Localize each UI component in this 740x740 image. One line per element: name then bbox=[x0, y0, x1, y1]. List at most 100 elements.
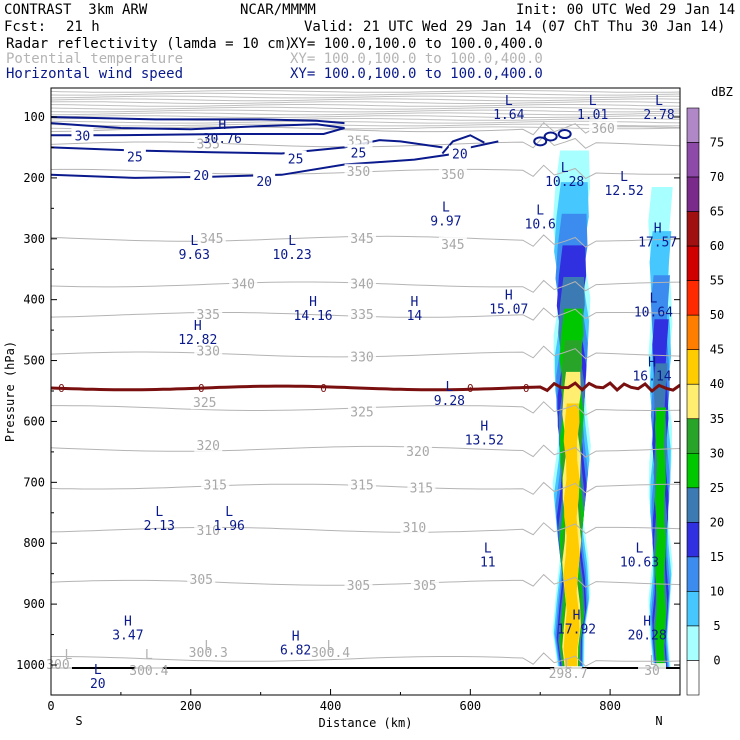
theta-label-bg bbox=[400, 520, 429, 534]
theta-label-bg bbox=[589, 121, 618, 136]
fcst-value: 21 h bbox=[66, 19, 100, 35]
colorbar-label: 45 bbox=[710, 343, 724, 357]
theta-contour-upper bbox=[51, 109, 680, 113]
theta-label-bg bbox=[316, 644, 345, 659]
theta-label-bg bbox=[229, 276, 258, 291]
theta-contour-upper bbox=[51, 90, 680, 93]
extremum-marker-L: L bbox=[589, 94, 597, 109]
freezing-level-label: 0 bbox=[523, 382, 530, 395]
y-tick-label: 700 bbox=[23, 475, 45, 489]
extremum-marker-L: L bbox=[155, 505, 163, 520]
theta-contour-upper bbox=[51, 123, 680, 127]
wind-label-bg bbox=[253, 172, 276, 187]
theta-label: 360 bbox=[591, 122, 614, 137]
theta-contour-upper bbox=[51, 92, 680, 96]
theta-label: 310 bbox=[197, 524, 220, 539]
y-tick-label: 200 bbox=[23, 171, 45, 185]
theta-label: 355 bbox=[197, 137, 220, 152]
theta-label-bg bbox=[344, 577, 373, 592]
colorbar-label: 70 bbox=[710, 170, 724, 184]
theta-label: 345 bbox=[350, 232, 373, 247]
extremum-value: 10.64 bbox=[634, 306, 673, 321]
model-title: CONTRAST 3km ARW bbox=[4, 2, 148, 18]
theta-label: 320 bbox=[406, 445, 429, 460]
theta-label: 340 bbox=[231, 277, 254, 292]
extremum-marker-L: L bbox=[636, 541, 644, 556]
y-tick-label: 400 bbox=[23, 293, 45, 307]
theta-label-bg bbox=[187, 571, 216, 586]
valid-time: Valid: 21 UTC Wed 29 Jan 14 (07 ChT Thu … bbox=[304, 19, 726, 35]
theta-label: 305 bbox=[413, 579, 436, 594]
extremum-value: 20.28 bbox=[628, 628, 667, 643]
colorbar-label: 20 bbox=[710, 515, 724, 529]
extremum-marker-H: H bbox=[124, 614, 132, 629]
dbz-band-25 bbox=[654, 407, 666, 668]
theta-label-bg bbox=[194, 644, 223, 659]
theta-label: 350 bbox=[441, 168, 464, 183]
theta-label-bg bbox=[638, 663, 667, 678]
theta-contour-upper bbox=[51, 115, 680, 118]
field-name-wind: Horizontal wind speed bbox=[6, 66, 184, 82]
colorbar-swatch bbox=[686, 176, 700, 212]
wind-label: 20 bbox=[452, 148, 468, 163]
extremum-value: 6.82 bbox=[280, 644, 311, 659]
extremum-marker-L: L bbox=[650, 654, 658, 669]
dbz-band-40 bbox=[563, 403, 580, 668]
colorbar-unit: dBZ bbox=[711, 85, 733, 99]
wind-label-bg bbox=[123, 148, 146, 163]
theta-label: 345 bbox=[200, 232, 223, 247]
reflectivity-convective-cell-east bbox=[648, 187, 673, 668]
theta-label: 335 bbox=[197, 308, 220, 323]
extremum-marker-L: L bbox=[505, 94, 513, 109]
y-tick-label: 300 bbox=[23, 232, 45, 246]
extremum-marker-L: L bbox=[564, 657, 572, 672]
extremum-value: 1.64 bbox=[493, 108, 524, 123]
extremum-marker-L: L bbox=[94, 663, 102, 678]
theta-label-bg bbox=[410, 577, 439, 592]
theta-label-bg bbox=[194, 523, 223, 538]
y-tick-label: 800 bbox=[23, 536, 45, 550]
x-tick-label: 400 bbox=[320, 699, 342, 713]
colorbar-swatch bbox=[686, 625, 700, 661]
colorbar-label: 30 bbox=[710, 446, 724, 460]
freezing-level-label: 0 bbox=[58, 382, 65, 395]
theta-label-bg bbox=[438, 236, 467, 251]
theta-contour-upper bbox=[51, 104, 680, 107]
colorbar-label: 60 bbox=[710, 239, 724, 253]
colorbar-swatch bbox=[686, 245, 700, 281]
colorbar-swatch bbox=[686, 591, 700, 627]
extremum-marker-L: L bbox=[442, 200, 450, 215]
colorbar-label: 40 bbox=[710, 377, 724, 391]
wind-contour-30 bbox=[51, 122, 345, 137]
extremum-value: 17.57 bbox=[638, 236, 677, 251]
extremum-value: 9.97 bbox=[430, 214, 461, 229]
theta-label-bg bbox=[190, 395, 219, 410]
extremum-value: 2.13 bbox=[144, 519, 175, 534]
wind-contour-loop bbox=[557, 129, 572, 140]
theta-label-bg bbox=[348, 306, 377, 321]
extremum-marker-H: H bbox=[505, 289, 513, 304]
extremum-marker-L: L bbox=[204, 639, 212, 654]
colorbar-label: 5 bbox=[713, 619, 720, 633]
theta-label: 30 bbox=[644, 664, 660, 679]
theta-label: 315 bbox=[350, 478, 373, 493]
extremum-marker-H: H bbox=[292, 630, 300, 645]
colorbar-label: 55 bbox=[710, 274, 724, 288]
x-end-label-south: S bbox=[75, 714, 82, 728]
extremum-value: 11 bbox=[480, 555, 496, 570]
extremum-marker-H: H bbox=[648, 356, 656, 371]
extremum-marker-H: H bbox=[218, 118, 226, 133]
extremum-value: 13.52 bbox=[465, 434, 504, 449]
theta-label: 310 bbox=[403, 521, 426, 536]
extremum-marker-L: L bbox=[650, 292, 658, 307]
colorbar-swatch bbox=[686, 452, 700, 489]
wind-label-bg bbox=[347, 144, 370, 159]
fcst-label: Fcst: bbox=[4, 19, 47, 35]
colorbar-label: 50 bbox=[710, 308, 724, 322]
extremum-marker-L: L bbox=[190, 234, 198, 249]
theta-label-bg bbox=[194, 136, 223, 151]
field-xy-wind: XY= 100.0,100.0 to 100.0,400.0 bbox=[290, 66, 543, 82]
extremum-value: 15.07 bbox=[489, 303, 528, 318]
colorbar-label: 10 bbox=[710, 584, 724, 598]
freezing-level-label: 0 bbox=[320, 382, 327, 395]
